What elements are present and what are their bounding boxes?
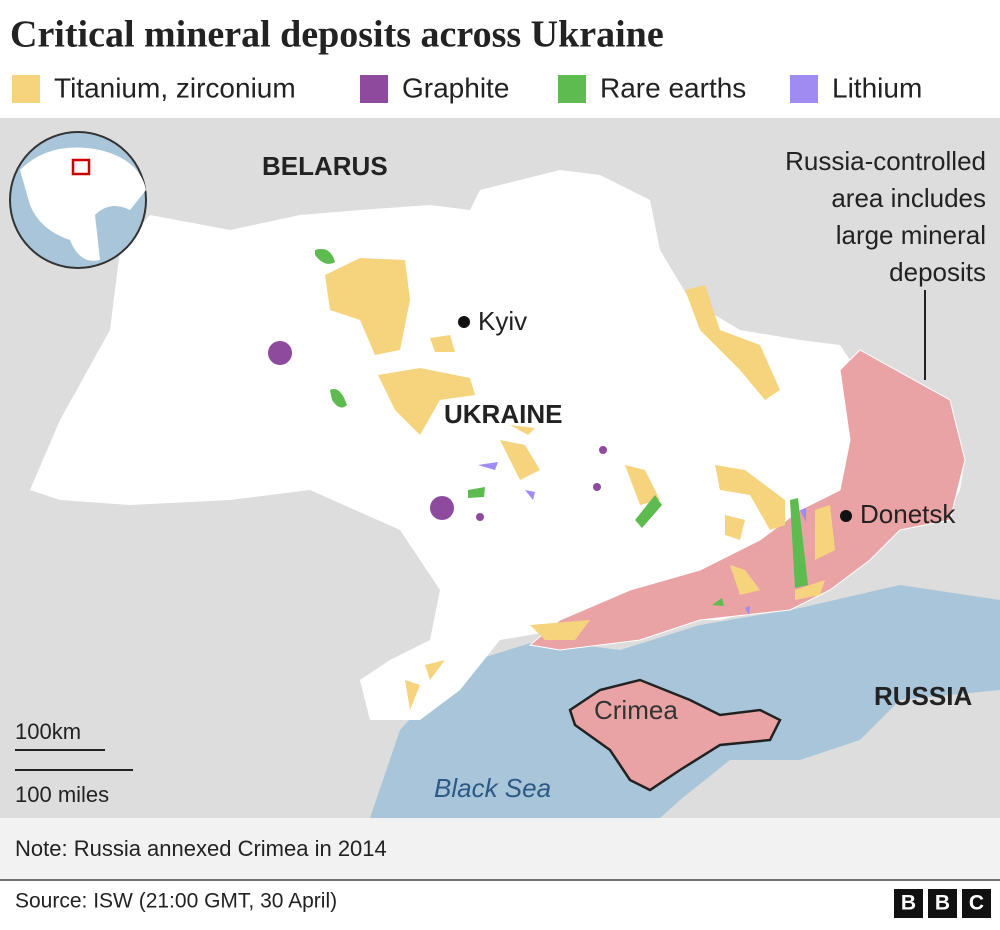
annotation-line-text: deposits <box>889 257 986 287</box>
deposit <box>430 496 454 520</box>
legend-swatch <box>12 75 40 103</box>
deposit <box>800 508 806 522</box>
scale-label: 100 miles <box>15 782 109 807</box>
logo-letter: B <box>935 892 950 915</box>
deposit <box>476 513 484 521</box>
legend-swatch <box>360 75 388 103</box>
logo-box <box>894 889 923 918</box>
deposit <box>510 425 535 435</box>
legend-swatch <box>558 75 586 103</box>
scale-label: 100km <box>15 719 81 744</box>
note: Note: Russia annexed Crimea in 2014 <box>15 836 387 861</box>
deposit <box>625 465 660 505</box>
crimea <box>568 678 782 792</box>
deposit <box>685 285 780 400</box>
legend-label: Rare earths <box>600 72 746 103</box>
deposit <box>725 515 745 540</box>
deposit <box>478 462 498 470</box>
deposit <box>635 495 662 528</box>
annotation-line-text: Russia-controlled <box>785 146 986 176</box>
legend-swatch <box>790 75 818 103</box>
legend-label: Lithium <box>832 72 922 103</box>
deposit <box>468 487 485 498</box>
deposit <box>500 440 540 480</box>
globe-inset <box>9 131 147 269</box>
deposit <box>425 660 445 680</box>
deposit <box>268 341 292 365</box>
title: Critical mineral deposits across Ukraine <box>10 14 664 56</box>
deposit <box>530 620 590 640</box>
deposit <box>815 505 835 560</box>
country-label: UKRAINE <box>444 399 562 429</box>
deposit <box>712 598 724 606</box>
annotation-line-text: large mineral <box>836 220 986 250</box>
city-label: Kyiv <box>478 306 527 336</box>
deposit <box>325 258 410 355</box>
logo-box <box>962 889 991 918</box>
logo-letter: B <box>901 892 916 915</box>
deposit <box>378 368 475 435</box>
city-dot <box>458 316 470 328</box>
deposit <box>790 498 808 588</box>
deposit <box>599 446 607 454</box>
city-label: Donetsk <box>860 499 956 529</box>
deposit <box>745 606 750 615</box>
legend-label: Graphite <box>402 72 509 103</box>
country-label: BELARUS <box>262 151 388 181</box>
deposit <box>730 565 760 595</box>
russia-controlled-area <box>528 349 966 651</box>
deposit <box>795 580 825 600</box>
deposit <box>430 335 455 352</box>
annotation: Russia-controlled area includes large mine… <box>785 146 986 287</box>
deposit <box>330 389 347 408</box>
deposit <box>405 680 420 710</box>
sea-label: Black Sea <box>434 773 551 803</box>
annotation-line-text: area includes <box>831 183 986 213</box>
deposit <box>593 483 601 491</box>
deposit <box>715 465 785 530</box>
region-label: Crimea <box>594 695 678 725</box>
country-label: RUSSIA <box>874 681 972 711</box>
deposits <box>268 248 835 710</box>
logo-letter: C <box>969 892 984 915</box>
deposit <box>315 248 335 264</box>
legend: Titanium, zirconium Graphite Rare earths Li… <box>12 72 922 103</box>
deposit <box>525 490 535 500</box>
source: Source: ISW (21:00 GMT, 30 April) <box>15 890 337 913</box>
legend-label: Titanium, zirconium <box>54 72 296 103</box>
note-panel <box>0 818 1000 880</box>
city-dot <box>840 510 852 522</box>
logo-box <box>928 889 957 918</box>
